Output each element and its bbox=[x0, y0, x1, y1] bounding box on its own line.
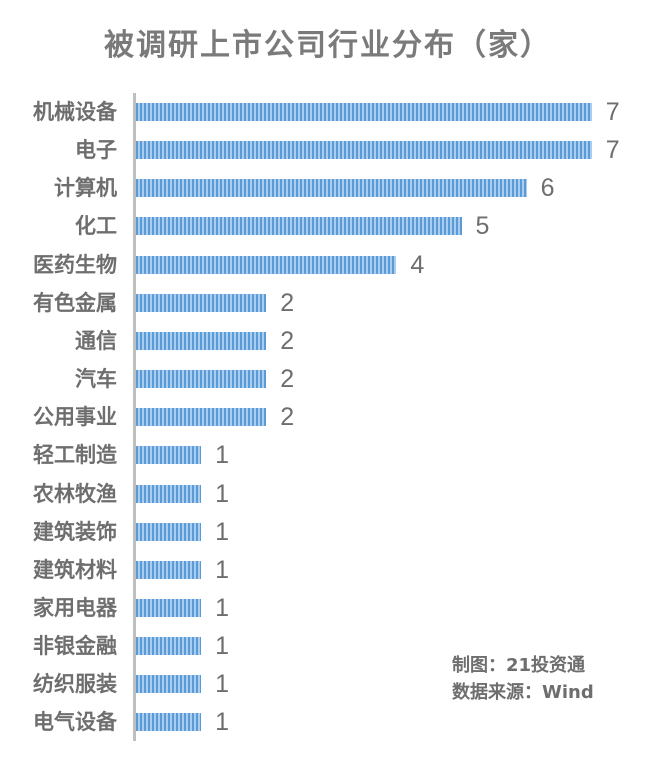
bar bbox=[136, 217, 462, 236]
category-label: 化工 bbox=[75, 214, 117, 239]
bar bbox=[136, 522, 202, 541]
bar bbox=[136, 103, 592, 121]
bar bbox=[136, 484, 202, 503]
value-label: 2 bbox=[280, 403, 295, 432]
value-label: 1 bbox=[215, 708, 229, 737]
category-label: 建筑材料 bbox=[33, 557, 117, 582]
value-label: 7 bbox=[605, 98, 620, 126]
bar-row: 医药生物 4 bbox=[0, 246, 656, 284]
bar bbox=[136, 255, 397, 274]
bar-row: 化工 5 bbox=[0, 207, 656, 245]
value-label: 1 bbox=[215, 670, 229, 699]
bar-row: 农林牧渔 1 bbox=[0, 475, 656, 513]
bar bbox=[136, 141, 592, 160]
value-label: 7 bbox=[605, 136, 620, 165]
bar-row: 有色金属 2 bbox=[0, 284, 656, 322]
value-label: 4 bbox=[410, 250, 425, 279]
category-label: 轻工制造 bbox=[33, 443, 117, 468]
category-label: 计算机 bbox=[54, 176, 117, 201]
bar-row: 电子 7 bbox=[0, 131, 656, 169]
bar bbox=[136, 675, 202, 694]
value-label: 1 bbox=[215, 593, 229, 622]
value-label: 6 bbox=[540, 174, 555, 203]
value-label: 1 bbox=[215, 441, 229, 470]
bar-row: 公用事业 2 bbox=[0, 398, 656, 436]
bar-row: 建筑材料 1 bbox=[0, 551, 656, 589]
bar-row: 建筑装饰 1 bbox=[0, 513, 656, 551]
bar-row: 轻工制造 1 bbox=[0, 436, 656, 474]
bar bbox=[136, 179, 527, 198]
value-label: 1 bbox=[215, 632, 229, 661]
category-label: 公用事业 bbox=[33, 405, 117, 430]
category-label: 有色金属 bbox=[33, 290, 117, 315]
category-label: 通信 bbox=[75, 328, 117, 353]
category-label: 家用电器 bbox=[33, 595, 117, 620]
bar-row: 计算机 6 bbox=[0, 169, 656, 207]
bar-row: 非银金融 1 bbox=[0, 627, 656, 665]
bar-row: 通信 2 bbox=[0, 322, 656, 360]
value-label: 2 bbox=[280, 288, 295, 317]
category-label: 电子 bbox=[75, 138, 117, 163]
chart-maker-credit: 制图：21投资通 bbox=[452, 655, 586, 676]
value-label: 5 bbox=[475, 212, 490, 241]
category-label: 建筑装饰 bbox=[33, 519, 117, 544]
category-label: 电气设备 bbox=[33, 710, 117, 735]
data-source-credit: 数据来源：Wind bbox=[452, 682, 594, 703]
bar-row: 家用电器 1 bbox=[0, 589, 656, 627]
bar-row: 纺织服装 1 bbox=[0, 665, 656, 703]
value-label: 1 bbox=[215, 555, 229, 584]
value-label: 2 bbox=[280, 326, 295, 355]
bar-row: 机械设备 7 bbox=[0, 93, 656, 131]
bar bbox=[136, 560, 202, 579]
value-label: 1 bbox=[215, 517, 229, 546]
value-label: 2 bbox=[280, 365, 295, 394]
bar bbox=[136, 598, 202, 617]
category-label: 非银金融 bbox=[33, 634, 117, 659]
category-label: 农林牧渔 bbox=[33, 481, 117, 506]
bar bbox=[136, 637, 202, 656]
bar bbox=[136, 713, 202, 732]
bar-row: 汽车 2 bbox=[0, 360, 656, 398]
category-label: 机械设备 bbox=[33, 100, 117, 124]
bar bbox=[136, 331, 267, 350]
category-label: 医药生物 bbox=[33, 252, 117, 277]
bar bbox=[136, 446, 202, 465]
value-label: 1 bbox=[215, 479, 229, 508]
bar bbox=[136, 370, 267, 389]
bar bbox=[136, 408, 267, 427]
bar-row: 电气设备 1 bbox=[0, 703, 656, 741]
bar bbox=[136, 293, 267, 312]
y-axis-line bbox=[133, 93, 136, 741]
category-label: 纺织服装 bbox=[33, 672, 117, 697]
chart-title: 被调研上市公司行业分布（家） bbox=[104, 28, 552, 63]
category-label: 汽车 bbox=[75, 367, 117, 392]
